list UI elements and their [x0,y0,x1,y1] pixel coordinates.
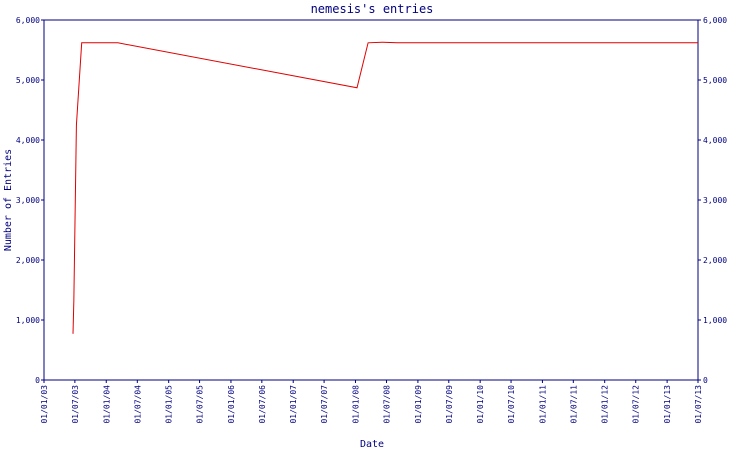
x-tick-label: 01/01/06 [227,385,236,424]
x-axis-label: Date [360,439,384,450]
x-tick-label: 01/07/06 [258,385,267,424]
y2-tick-label: 6,000 [703,16,727,25]
y2-tick-label: 4,000 [703,136,727,145]
y2-tick-label: 2,000 [703,256,727,265]
x-tick-label: 01/07/13 [694,385,703,424]
x-tick-label: 01/07/10 [507,385,516,424]
series-line [72,41,698,334]
x-tick-label: 01/01/03 [40,385,49,424]
y-tick-label: 6,000 [16,16,40,25]
x-tick-label: 01/01/05 [165,385,174,424]
y-axis-label: Number of Entries [3,149,14,251]
y2-tick-label: 1,000 [703,316,727,325]
x-tick-label: 01/07/04 [133,385,142,424]
x-tick-label: 01/01/08 [351,385,360,424]
x-tick-label: 01/07/09 [445,385,454,424]
y2-tick-label: 5,000 [703,76,727,85]
x-tick-label: 01/07/03 [71,385,80,424]
x-tick-label: 01/01/12 [601,385,610,424]
y2-tick-label: 3,000 [703,196,727,205]
x-tick-label: 01/07/08 [383,385,392,424]
x-tick-label: 01/01/13 [663,385,672,424]
y-tick-label: 3,000 [16,196,40,205]
plot-frame [43,19,699,381]
y-tick-label: 5,000 [16,76,40,85]
x-tick-label: 01/01/09 [414,385,423,424]
x-tick-label: 01/01/11 [538,385,547,424]
x-tick-label: 01/07/11 [569,385,578,424]
chart-title: nemesis's entries [311,2,434,16]
x-tick-label: 01/01/07 [289,385,298,424]
y-tick-label: 2,000 [16,256,40,265]
x-tick-label: 01/07/05 [196,385,205,424]
y-tick-label: 1,000 [16,316,40,325]
y2-tick-label: 0 [703,376,708,385]
x-tick-label: 01/07/12 [632,385,641,424]
x-tick-label: 01/01/10 [476,385,485,424]
x-tick-label: 01/01/04 [102,385,111,424]
y-tick-label: 4,000 [16,136,40,145]
y-tick-label: 0 [35,376,40,385]
x-tick-label: 01/07/07 [320,385,329,424]
